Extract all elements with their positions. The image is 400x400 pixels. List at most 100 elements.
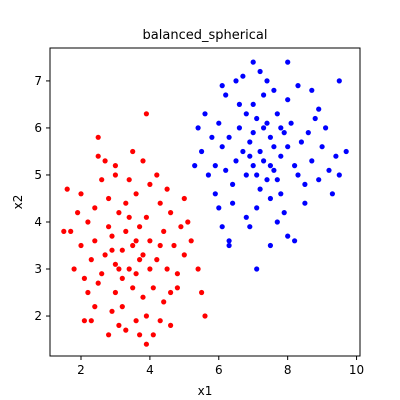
- data-point: [137, 257, 143, 263]
- data-point: [257, 68, 263, 75]
- data-point: [285, 233, 291, 239]
- data-point: [292, 238, 298, 244]
- data-point: [130, 242, 136, 249]
- data-point: [226, 238, 232, 244]
- data-point: [309, 87, 315, 93]
- data-point: [157, 242, 163, 249]
- y-tick-label: 5: [34, 168, 42, 182]
- data-point: [181, 252, 187, 258]
- data-point: [102, 252, 108, 258]
- data-point: [274, 177, 280, 183]
- data-point: [254, 205, 260, 211]
- data-point: [133, 238, 139, 244]
- plot-frame: [49, 47, 361, 357]
- data-point: [261, 92, 267, 98]
- data-point: [78, 242, 84, 249]
- data-point: [99, 271, 105, 277]
- data-point: [329, 191, 335, 197]
- data-point: [281, 130, 287, 136]
- data-point: [219, 144, 225, 150]
- data-point: [343, 148, 349, 155]
- data-point: [195, 266, 201, 272]
- data-point: [271, 167, 277, 173]
- data-point: [219, 224, 225, 230]
- data-point: [267, 134, 273, 140]
- data-point: [140, 252, 146, 258]
- data-point: [126, 214, 132, 220]
- data-point: [226, 242, 232, 249]
- data-point: [130, 148, 136, 155]
- data-point: [133, 318, 139, 324]
- y-tick-label: 6: [34, 121, 42, 135]
- data-point: [119, 247, 125, 253]
- data-point: [109, 247, 115, 253]
- data-point: [195, 125, 201, 131]
- data-point: [319, 144, 325, 150]
- data-point: [143, 341, 149, 347]
- data-point: [154, 172, 160, 178]
- data-point: [61, 228, 67, 234]
- data-point: [133, 191, 139, 197]
- data-point: [168, 289, 174, 296]
- data-point: [143, 313, 149, 319]
- data-point: [316, 106, 322, 112]
- data-point: [212, 191, 218, 197]
- data-point: [168, 322, 174, 328]
- data-point: [143, 214, 149, 220]
- y-tick-label: 7: [34, 74, 42, 88]
- data-point: [116, 210, 122, 216]
- data-point: [92, 304, 98, 310]
- data-point: [230, 181, 236, 187]
- data-point: [223, 167, 229, 173]
- x-tick-label: 2: [77, 363, 85, 377]
- data-point: [112, 261, 118, 267]
- data-point: [250, 163, 256, 169]
- data-point: [219, 83, 225, 89]
- data-point: [267, 242, 273, 249]
- data-point: [223, 92, 229, 98]
- data-point: [68, 228, 74, 234]
- data-point: [150, 332, 156, 338]
- data-point: [302, 181, 308, 187]
- data-point: [278, 191, 284, 197]
- data-point: [209, 134, 215, 140]
- data-point: [288, 120, 294, 126]
- data-point: [212, 163, 218, 169]
- data-point: [119, 275, 125, 281]
- data-point: [161, 228, 167, 234]
- data-point: [174, 285, 180, 291]
- data-point: [247, 224, 253, 230]
- data-point: [150, 285, 156, 291]
- data-point: [143, 111, 149, 117]
- data-point: [71, 266, 77, 272]
- data-point: [264, 120, 270, 126]
- data-point: [161, 299, 167, 305]
- data-point: [88, 318, 94, 324]
- data-point: [274, 111, 280, 117]
- data-point: [88, 257, 94, 263]
- data-point: [95, 153, 101, 159]
- data-point: [233, 158, 239, 164]
- data-point: [336, 172, 342, 178]
- data-point: [133, 271, 139, 277]
- data-point: [64, 186, 70, 192]
- data-point: [185, 219, 191, 225]
- data-point: [323, 125, 329, 131]
- data-point: [92, 238, 98, 244]
- data-point: [164, 266, 170, 272]
- data-point: [174, 271, 180, 277]
- x-tick-label: 6: [215, 363, 223, 377]
- y-tick-label: 4: [34, 215, 42, 229]
- data-point: [164, 186, 170, 192]
- data-point: [81, 275, 87, 281]
- data-point: [199, 289, 205, 296]
- data-point: [312, 115, 318, 122]
- data-point: [285, 59, 291, 65]
- data-point: [261, 158, 267, 164]
- data-point: [92, 205, 98, 211]
- data-point: [261, 125, 267, 131]
- data-point: [333, 153, 339, 159]
- data-point: [123, 228, 129, 234]
- data-point: [199, 148, 205, 155]
